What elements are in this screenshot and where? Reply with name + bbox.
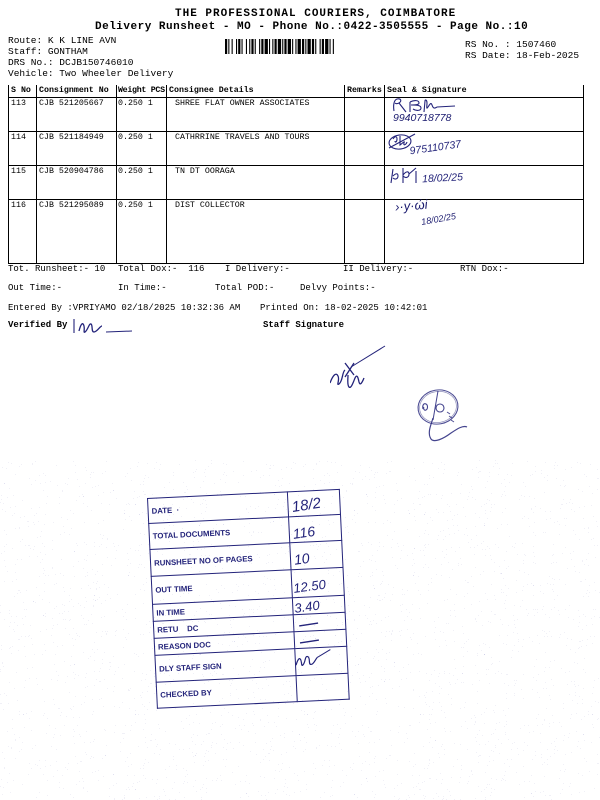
svg-text:3.40: 3.40	[293, 597, 321, 615]
svg-text:18/02/25: 18/02/25	[422, 171, 464, 185]
svg-text:10: 10	[293, 550, 311, 568]
svg-text:116: 116	[292, 523, 316, 542]
svg-text:975110737: 975110737	[409, 138, 463, 156]
svg-text:18/2: 18/2	[291, 495, 323, 516]
svg-text:12.50: 12.50	[292, 577, 327, 596]
